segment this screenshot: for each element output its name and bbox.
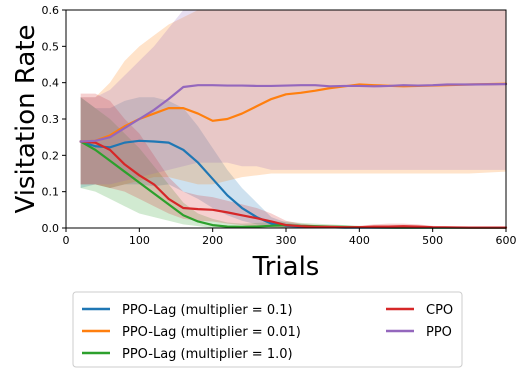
x-axis-label: Trials: [252, 252, 320, 282]
band-ppo-4: [80, 10, 507, 185]
legend-label-ppo-lag-multiplier-1-0: PPO-Lag (multiplier = 1.0): [122, 347, 293, 362]
band-ppo-lag-multiplier-0-1-0: [80, 97, 507, 228]
y-axis-label: Visitation Rate: [11, 24, 41, 213]
y-tick-label: 0.3: [42, 113, 60, 126]
x-tick-label: 100: [129, 234, 150, 247]
x-tick-label: 500: [422, 234, 443, 247]
series-line-ppo-4: [79, 83, 508, 143]
legend-frame: [72, 291, 463, 368]
x-tick-label: 0: [63, 234, 70, 247]
x-tick-label: 200: [202, 234, 223, 247]
legend-label-ppo-lag-multiplier-0-01: PPO-Lag (multiplier = 0.01): [122, 325, 301, 340]
x-tick-label: 600: [496, 234, 517, 247]
series-line-cpo-3: [79, 140, 508, 229]
y-tick-label: 0.2: [42, 149, 60, 162]
x-tick-label: 400: [349, 234, 370, 247]
x-axis: 0 100 200 300 400 500 600: [63, 228, 517, 247]
y-tick-label: 0.5: [42, 40, 60, 53]
x-tick-label: 300: [276, 234, 297, 247]
legend: PPO-Lag (multiplier = 0.1) PPO-Lag (multi…: [72, 291, 463, 368]
y-tick-label: 0.1: [42, 186, 60, 199]
legend-label-cpo: CPO: [426, 303, 453, 318]
band-cpo-3: [80, 93, 507, 228]
bands-layer: [80, 10, 507, 228]
legend-label-ppo-lag-multiplier-0-1: PPO-Lag (multiplier = 0.1): [122, 303, 293, 318]
y-tick-label: 0.4: [42, 77, 60, 90]
y-tick-label: 0.0: [42, 222, 60, 235]
y-tick-label: 0.6: [42, 4, 60, 17]
band-ppo-lag-multiplier-0-01-1: [80, 10, 507, 189]
y-axis: 0.0 0.1 0.2 0.3 0.4 0.5 0.6: [42, 4, 66, 235]
legend-label-ppo: PPO: [426, 325, 452, 340]
